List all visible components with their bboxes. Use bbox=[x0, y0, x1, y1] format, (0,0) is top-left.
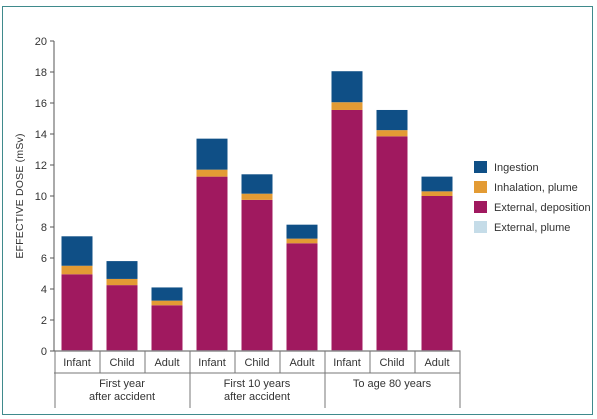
x-group-label: To age 80 years bbox=[353, 378, 432, 390]
x-category-label: Adult bbox=[289, 357, 314, 369]
bar-segment bbox=[331, 102, 363, 110]
bar-segment bbox=[241, 199, 273, 351]
x-group-label: First year bbox=[99, 378, 145, 390]
bar-segment bbox=[106, 278, 138, 286]
x-category-label: Infant bbox=[198, 357, 226, 369]
x-group-label: after accident bbox=[89, 391, 155, 403]
bar-segment bbox=[376, 136, 408, 351]
x-category-label: Infant bbox=[333, 357, 361, 369]
bar-segment bbox=[106, 261, 138, 279]
legend-swatch bbox=[474, 201, 487, 213]
bar-segment bbox=[421, 176, 453, 192]
bar-segment bbox=[196, 169, 228, 177]
legend-swatch bbox=[474, 221, 487, 233]
x-category-label: Child bbox=[244, 357, 269, 369]
bar-segment bbox=[286, 243, 318, 351]
y-axis-title: EFFECTIVE DOSE (mSv) bbox=[14, 133, 26, 258]
bar-segment bbox=[331, 71, 363, 103]
bar-segment bbox=[61, 274, 93, 351]
chart-frame: 0 2 4 6 8 10 12 14 16 18 20 EFFECTIVE DOSE (mSv) I… bbox=[2, 6, 593, 415]
y-axis-title-group: EFFECTIVE DOSE (mSv) bbox=[14, 133, 26, 258]
legend-swatch bbox=[474, 161, 487, 173]
bar-segment bbox=[376, 130, 408, 137]
bar-segment bbox=[241, 193, 273, 200]
y-tick-label: 20 bbox=[35, 36, 47, 48]
legend-label: External, plume bbox=[494, 222, 570, 234]
bar-segment bbox=[151, 300, 183, 306]
y-tick-label: 18 bbox=[35, 67, 47, 79]
bar-segment bbox=[241, 174, 273, 194]
y-tick-label: 8 bbox=[41, 222, 47, 234]
bar-segment bbox=[151, 287, 183, 301]
legend-swatch bbox=[474, 181, 487, 193]
legend: Ingestion Inhalation, plume External, depo… bbox=[474, 161, 591, 234]
stacked-bar-chart: 0 2 4 6 8 10 12 14 16 18 20 EFFECTIVE DOSE (mSv) I… bbox=[14, 36, 591, 408]
y-axis: 0 2 4 6 8 10 12 14 16 18 20 bbox=[35, 36, 55, 358]
y-tick-label: 2 bbox=[41, 315, 47, 327]
x-category-label: Adult bbox=[424, 357, 449, 369]
x-category-label: Adult bbox=[154, 357, 179, 369]
x-category-label: Child bbox=[109, 357, 134, 369]
y-tick-label: 10 bbox=[35, 191, 47, 203]
bar-segment bbox=[421, 191, 453, 196]
bar-segment bbox=[376, 109, 408, 131]
legend-label: Ingestion bbox=[494, 162, 539, 174]
bar-segment bbox=[196, 176, 228, 351]
bar-segment bbox=[196, 138, 228, 170]
bar-segment bbox=[421, 196, 453, 351]
x-category-label: Infant bbox=[63, 357, 91, 369]
bar-segment bbox=[106, 285, 138, 351]
bar-segment bbox=[331, 109, 363, 351]
y-tick-label: 4 bbox=[41, 284, 47, 296]
y-tick-label: 16 bbox=[35, 98, 47, 110]
bar-segment bbox=[286, 238, 318, 244]
y-tick-label: 6 bbox=[41, 253, 47, 265]
bar-segment bbox=[61, 265, 93, 275]
y-tick-label: 14 bbox=[35, 129, 47, 141]
bars bbox=[61, 71, 453, 351]
x-group-label: First 10 years bbox=[224, 378, 291, 390]
legend-label: Inhalation, plume bbox=[494, 182, 578, 194]
legend-label: External, deposition bbox=[494, 202, 591, 214]
y-tick-label: 12 bbox=[35, 160, 47, 172]
bar-segment bbox=[286, 224, 318, 239]
x-group-label: after accident bbox=[224, 391, 290, 403]
bar-segment bbox=[151, 305, 183, 351]
y-tick-label: 0 bbox=[41, 346, 47, 358]
bar-segment bbox=[61, 236, 93, 266]
x-category-label: Child bbox=[379, 357, 404, 369]
